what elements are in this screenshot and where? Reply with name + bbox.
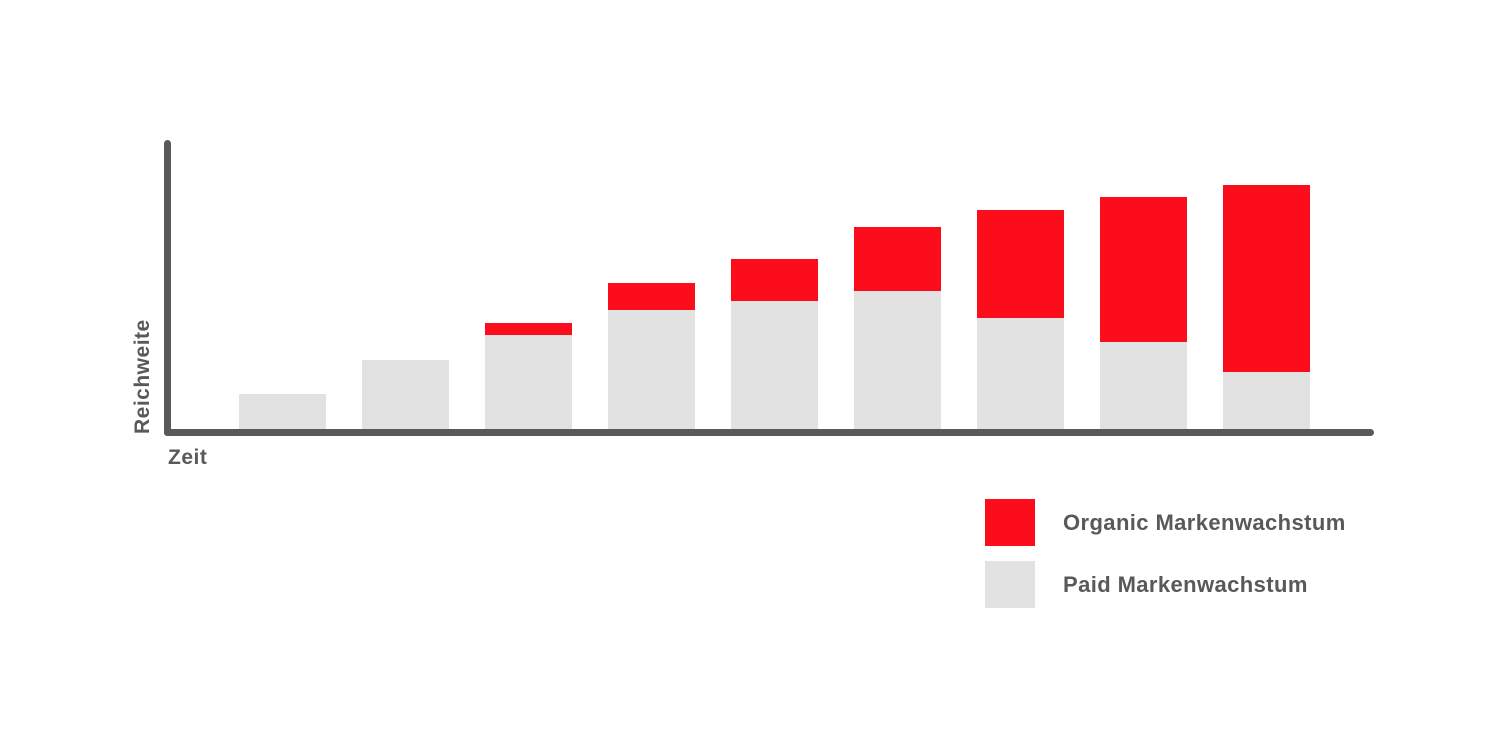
- x-axis-label: Zeit: [168, 446, 208, 469]
- bar-group: [239, 394, 326, 431]
- legend-item-organic: Organic Markenwachstum: [985, 499, 1346, 546]
- bar-segment-paid: [362, 359, 449, 431]
- bar-segment-organic: [731, 258, 818, 301]
- legend-swatch-organic: [985, 499, 1035, 546]
- bar-segment-paid: [1100, 342, 1187, 431]
- bar-group: [1100, 197, 1187, 431]
- bar-segment-organic: [1223, 185, 1310, 372]
- bar-segment-organic: [608, 283, 695, 311]
- bar-segment-paid: [977, 317, 1064, 431]
- legend-label-paid: Paid Markenwachstum: [1063, 571, 1308, 597]
- bar-group: [977, 209, 1064, 431]
- bar-segment-paid: [485, 335, 572, 431]
- bar-segment-organic: [485, 322, 572, 336]
- legend-label-organic: Organic Markenwachstum: [1063, 509, 1346, 535]
- bar-segment-paid: [239, 394, 326, 431]
- bar-segment-paid: [608, 310, 695, 431]
- bar-segment-organic: [977, 209, 1064, 318]
- bar-segment-paid: [854, 290, 941, 431]
- y-axis-line: [164, 140, 171, 436]
- bar-group: [608, 283, 695, 431]
- bar-segment-paid: [731, 300, 818, 431]
- bar-segment-paid: [1223, 371, 1310, 431]
- legend-swatch-paid: [985, 561, 1035, 608]
- x-axis-line: [164, 429, 1374, 436]
- bar-group: [854, 226, 941, 431]
- bar-segment-organic: [854, 226, 941, 291]
- bar-group: [731, 258, 818, 431]
- bar-group: [485, 322, 572, 431]
- legend-item-paid: Paid Markenwachstum: [985, 561, 1346, 608]
- bar-group: [362, 359, 449, 431]
- bar-segment-organic: [1100, 197, 1187, 343]
- bar-group: [1223, 185, 1310, 431]
- legend: Organic Markenwachstum Paid Markenwachst…: [985, 499, 1346, 608]
